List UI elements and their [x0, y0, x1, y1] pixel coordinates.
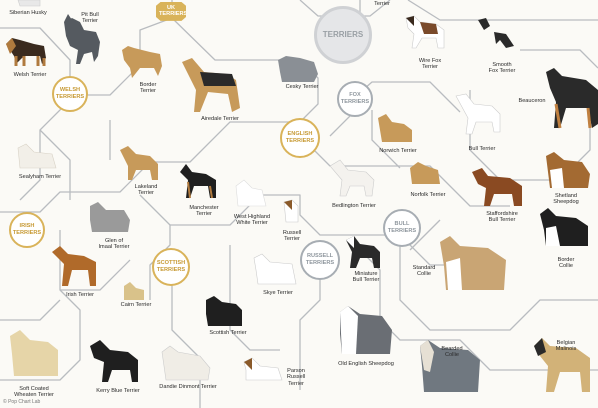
border-terrier-dog-icon	[122, 46, 162, 78]
scottish-terriers-hub: SCOTTISH TERRIERS	[152, 248, 190, 286]
airedale-terrier-dog-icon	[182, 58, 240, 112]
border-collie-dog-icon	[540, 208, 588, 246]
norfolk-terrier-dog-icon	[410, 162, 440, 184]
russell-terriers-hub: RUSSELL TERRIERS	[300, 240, 340, 280]
breed-label-miniature-bull-terrier: Miniature Bull Terrier	[352, 271, 380, 284]
manchester-terrier-dog-icon	[180, 164, 216, 199]
wire-fox-terrier-dog-icon	[405, 15, 445, 49]
breed-label-norfolk-terrier: Norfolk Terrier	[410, 192, 446, 198]
russell-terrier-dog-icon	[283, 199, 299, 223]
breed-label-norwich-terrier: Norwich Terrier	[379, 148, 417, 154]
kerry-blue-terrier-dog-icon	[90, 340, 138, 382]
breed-label-bull-terrier: Bull Terrier	[468, 146, 496, 152]
lakeland-terrier-dog-icon	[120, 146, 158, 180]
bull-terrier-dog-icon	[455, 93, 501, 135]
norwich-terrier-dog-icon	[378, 114, 412, 142]
smooth-fox-terrier-dog-icon	[478, 18, 514, 48]
uk-terriers-hub: UK TERRIERS	[156, 2, 186, 21]
breed-label-pit-bull-terrier: Pit Bull Terrier	[81, 12, 99, 25]
breed-label-wire-fox-terrier: Wire Fox Terrier	[418, 58, 442, 71]
breed-label-airedale-terrier: Airedale Terrier	[201, 116, 239, 122]
sealyham-terrier-dog-icon	[17, 143, 57, 169]
breed-label-irish-terrier: Irish Terrier	[66, 292, 94, 298]
breed-label-old-english-sheepdog: Old English Sheepdog	[338, 361, 394, 367]
beauceron-dog-icon	[546, 68, 598, 129]
breed-label-skye-terrier: Skye Terrier	[263, 290, 293, 296]
breed-label-shetland-sheepdog: Shetland Sheepdog	[553, 193, 579, 206]
breed-label-belgian-malinois: Belgian Malinois	[555, 340, 577, 353]
breed-label-siberian-husky: Siberian Husky	[9, 10, 47, 16]
glen-of-imaal-terrier-dog-icon	[90, 202, 130, 232]
breed-label-cairn-terrier: Cairn Terrier	[120, 302, 152, 308]
cairn-terrier-dog-icon	[124, 282, 144, 300]
breed-label-parson-russell-terrier: Parson Russell Terrier	[286, 368, 306, 387]
pit-bull-terrier-dog-icon	[64, 14, 100, 64]
breed-label-sealyham-terrier: Sealyham Terrier	[18, 174, 62, 180]
belgian-malinois-dog-icon	[534, 338, 590, 392]
irish-terrier-dog-icon	[52, 246, 96, 286]
soft-coated-wheaten-terrier-dog-icon	[10, 330, 58, 376]
breed-label-welsh-terrier: Welsh Terrier	[13, 72, 47, 78]
bull-terriers-hub: BULL TERRIERS	[383, 209, 421, 247]
fox-terriers-hub: FOX TERRIERS	[337, 81, 373, 117]
breed-label-beauceron: Beauceron	[518, 98, 546, 104]
standard-collie-dog-icon	[440, 236, 506, 290]
breed-label-terrier: Terrier	[374, 1, 390, 7]
shetland-sheepdog-dog-icon	[546, 152, 590, 188]
bedlington-terrier-dog-icon	[329, 159, 375, 197]
breed-label-scottish-terrier: Scottish Terrier	[209, 330, 247, 336]
parson-russell-terrier-dog-icon	[243, 357, 283, 381]
credit-text: © Pop Chart Lab	[3, 399, 41, 405]
welsh-terriers-hub: WELSH TERRIERS	[52, 76, 88, 112]
miniature-bull-terrier-dog-icon	[346, 236, 380, 268]
irish-terriers-hub: IRISH TERRIERS	[9, 212, 45, 248]
staffordshire-bull-terrier-dog-icon	[472, 168, 522, 206]
bearded-collie-dog-icon	[420, 340, 480, 392]
cesky-terrier-dog-icon	[278, 56, 318, 82]
breed-label-border-collie: Border Collie	[557, 257, 575, 270]
breed-label-lakeland-terrier: Lakeland Terrier	[134, 184, 158, 197]
breed-label-standard-collie: Standard Collie	[412, 265, 436, 278]
breed-label-west-highland-white-terrier: West Highland White Terrier	[233, 214, 271, 227]
breed-label-russell-terrier: Russell Terrier	[282, 230, 302, 243]
siberian-husky-dog-icon	[17, 0, 41, 7]
breed-label-soft-coated-wheaten-terrier: Soft Coated Wheaten Terrier	[14, 386, 54, 399]
welsh-terrier-dog-icon	[6, 38, 46, 66]
west-highland-white-terrier-dog-icon	[235, 179, 267, 207]
breed-label-glen-of-imaal-terrier: Glen of Imaal Terrier	[98, 238, 130, 251]
skye-terrier-dog-icon	[253, 253, 297, 285]
dandie-dinmont-terrier-dog-icon	[161, 345, 211, 381]
breed-label-bearded-collie: Bearded Collie	[441, 346, 463, 359]
breed-label-bedlington-terrier: Bedlington Terrier	[332, 203, 376, 209]
breed-label-smooth-fox-terrier: Smooth Fox Terrier	[488, 62, 516, 75]
breed-label-kerry-blue-terrier: Kerry Blue Terrier	[96, 388, 140, 394]
breed-label-manchester-terrier: Manchester Terrier	[189, 205, 219, 218]
breed-label-border-terrier: Border Terrier	[139, 82, 157, 95]
english-terriers-hub: ENGLISH TERRIERS	[280, 118, 320, 158]
scottish-terrier-dog-icon	[206, 296, 242, 326]
breed-label-dandie-dinmont-terrier: Dandie Dinmont Terrier	[159, 384, 217, 390]
terriers-hub: TERRIERS	[314, 6, 372, 64]
breed-label-cesky-terrier: Cesky Terrier	[285, 84, 319, 90]
old-english-sheepdog-dog-icon	[340, 306, 392, 354]
breed-label-staffordshire-bull-terrier: Staffordshire Bull Terrier	[486, 211, 518, 224]
